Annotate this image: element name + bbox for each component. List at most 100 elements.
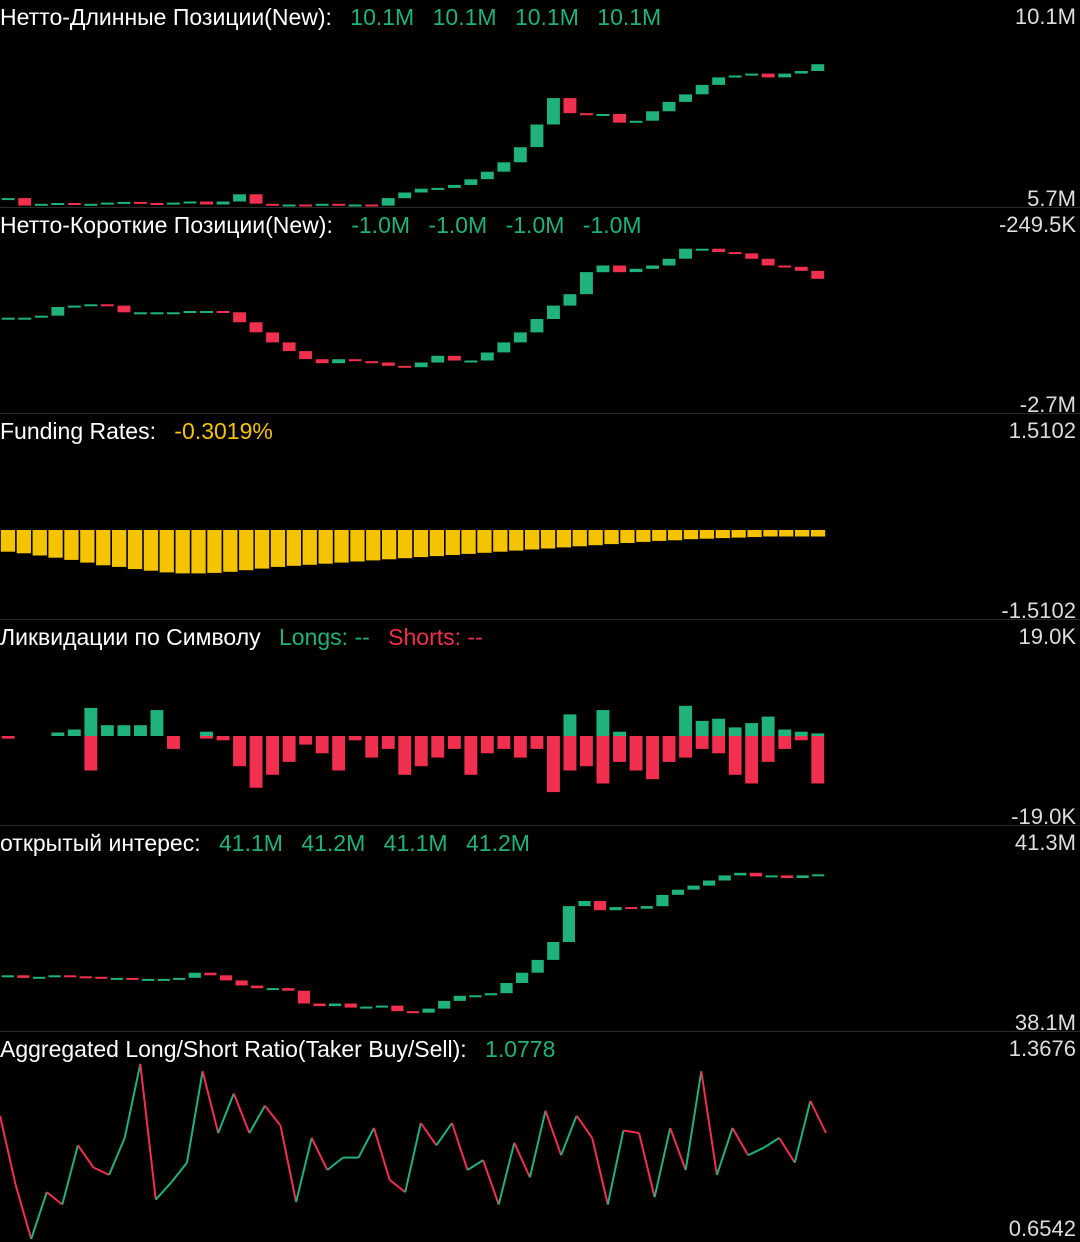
candle (438, 1000, 451, 1009)
short-liquidation-bar (216, 736, 230, 741)
candle (266, 332, 279, 343)
candle (562, 906, 575, 942)
candle (348, 359, 362, 362)
short-liquidation-bar (84, 736, 98, 771)
ratio-segment (326, 1156, 344, 1171)
candle (547, 98, 560, 125)
candle (749, 872, 762, 877)
candle (34, 203, 48, 206)
candle (469, 995, 482, 998)
funding-bar (509, 530, 524, 551)
short-liquidation-bar (761, 736, 775, 762)
candle (100, 304, 114, 307)
net-short-title: Нетто-Короткие Позиции(New): (0, 212, 333, 238)
candle (671, 889, 685, 895)
candle (398, 365, 412, 368)
funding-bar (32, 530, 47, 556)
long-liquidation-bar (728, 727, 742, 736)
candle (126, 977, 139, 980)
funding-bar (429, 530, 444, 557)
short-liquidation-bar (811, 736, 825, 784)
candle (728, 75, 742, 78)
funding-bar (48, 530, 63, 558)
candle (497, 162, 511, 172)
ratio-segment (451, 1122, 469, 1171)
long-liquidation-bar (134, 725, 147, 736)
ratio-segment (155, 1181, 173, 1201)
long-liquidation-bar (811, 733, 825, 736)
candle (500, 983, 513, 994)
candle (95, 976, 108, 979)
panel-divider (0, 825, 1080, 826)
short-liquidation-bar (332, 736, 346, 771)
candle (17, 975, 30, 978)
net-short-chart[interactable] (0, 208, 1080, 414)
candle (812, 874, 825, 877)
short-liquidation-bar (646, 736, 659, 780)
funding-bar (795, 530, 810, 537)
ls-ratio-title: Aggregated Long/Short Ratio(Taker Buy/Se… (0, 1036, 467, 1062)
ratio-segment (700, 1071, 718, 1176)
funding-bar (683, 530, 699, 540)
ratio-segment (14, 1184, 33, 1240)
long-liquidation-bar (51, 732, 65, 736)
open-interest-chart[interactable] (0, 826, 1080, 1032)
candle (157, 978, 170, 981)
candle (100, 202, 114, 205)
panel-divider (0, 619, 1080, 620)
short-liquidation-bar (299, 736, 313, 745)
ratio-segment (264, 1105, 282, 1127)
candle (200, 311, 213, 313)
candle (67, 305, 81, 308)
ls-ratio-axis-max: 1.3676 (1008, 1036, 1076, 1061)
candle (765, 875, 778, 878)
ls-ratio-chart[interactable] (0, 1032, 1080, 1240)
funding-bar (540, 530, 556, 549)
short-liquidation-bar (464, 736, 478, 775)
net-short-header: Нетто-Короткие Позиции(New): -1.0M -1.0M… (0, 212, 642, 239)
net-short-panel: Нетто-Короткие Позиции(New): -1.0M -1.0M… (0, 208, 1080, 417)
candle (811, 64, 825, 71)
long-liquidation-bar (712, 718, 726, 736)
candle (679, 248, 692, 259)
ratio-segment (388, 1179, 406, 1193)
candle (712, 77, 726, 85)
long-liquidation-bar (761, 716, 775, 736)
net-short-axis-min: -2.7M (1019, 392, 1076, 417)
open-interest-axis-min: 38.1M (1014, 1010, 1076, 1035)
candle (299, 204, 313, 207)
funding-bar (525, 530, 540, 550)
candle (200, 201, 213, 205)
candle (578, 901, 591, 907)
candle (613, 265, 626, 273)
ratio-segment (575, 1115, 594, 1139)
candle (167, 202, 180, 205)
funding-title: Funding Rates: (0, 418, 156, 444)
candle (794, 71, 808, 74)
long-liquidation-bar (150, 710, 164, 736)
candle (117, 305, 131, 313)
net-long-panel: Нетто-Длинные Позиции(New): 10.1M 10.1M … (0, 0, 1080, 211)
candle (703, 880, 716, 886)
candle (734, 872, 747, 876)
long-liquidation-bar (794, 731, 808, 736)
net-long-chart[interactable] (0, 0, 1080, 208)
candle (662, 101, 676, 112)
liquidations-axis-max: 19.0K (1018, 624, 1077, 649)
net-short-value-1: -1.0M (351, 212, 411, 238)
candle (134, 312, 147, 315)
candle (381, 362, 395, 366)
candle (406, 1011, 420, 1014)
candle (51, 307, 65, 316)
candle (646, 265, 659, 269)
candle (297, 990, 310, 1004)
funding-chart[interactable] (0, 414, 1080, 620)
net-long-value-2: 10.1M (432, 4, 497, 30)
candle (216, 311, 230, 313)
net-short-value-4: -1.0M (582, 212, 642, 238)
candle (235, 980, 248, 986)
candle (51, 203, 65, 205)
candle (516, 972, 529, 983)
liquidations-chart[interactable] (0, 620, 1080, 826)
short-liquidation-bar (447, 736, 461, 749)
